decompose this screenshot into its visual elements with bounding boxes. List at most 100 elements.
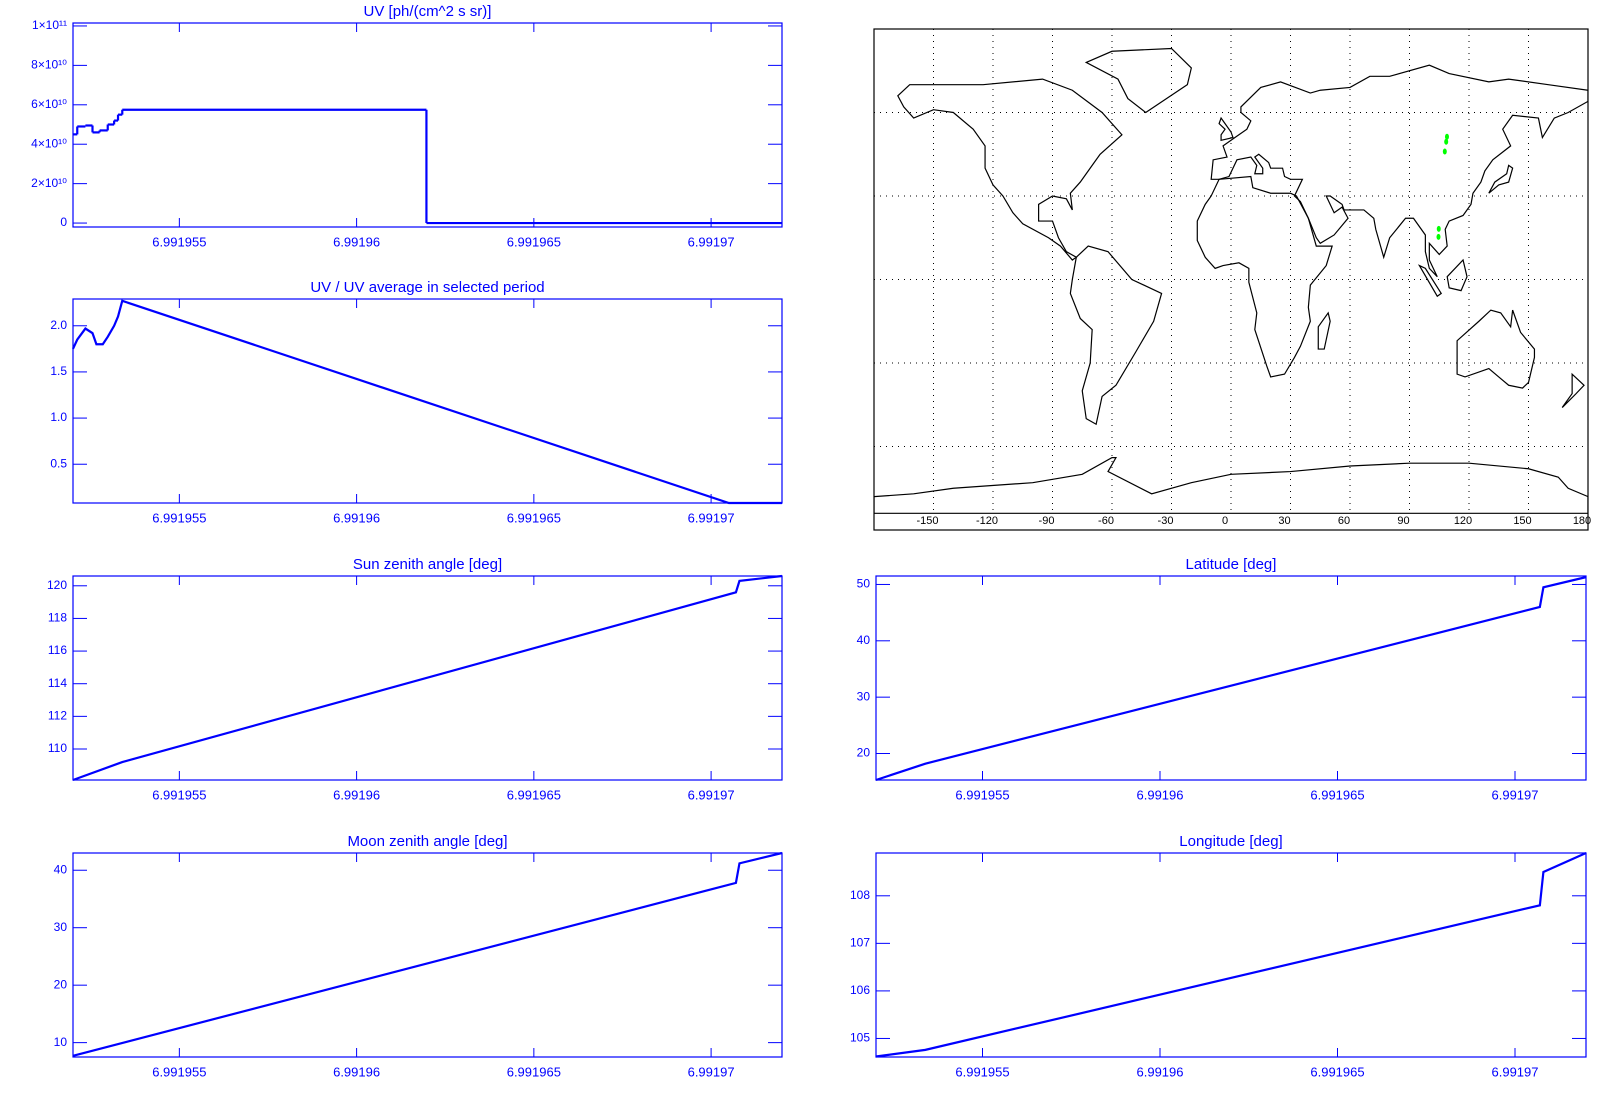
x-tick-label: 120: [1454, 515, 1472, 527]
x-tick-label: 6.99197: [1492, 1064, 1539, 1079]
y-tick-label: 40: [857, 633, 871, 647]
y-tick-label: 50: [857, 577, 871, 591]
x-tick-label: 6.99196: [333, 510, 380, 525]
chart-title: UV [ph/(cm^2 s sr)]: [364, 3, 492, 20]
plot-frame: [72, 575, 783, 781]
data-line: [875, 576, 1587, 782]
y-tick-label: 1×10¹¹: [32, 18, 67, 32]
x-tick-label: 6.99197: [688, 1064, 735, 1079]
north-america: [898, 79, 1122, 260]
x-tick-label: 150: [1513, 515, 1531, 527]
y-tick-label: 4×10¹⁰: [31, 136, 67, 150]
plot-frame: [72, 22, 783, 228]
y-tick-label: 1.5: [50, 364, 67, 378]
x-tick-label: 6.991955: [955, 787, 1009, 802]
y-tick-label: 116: [48, 643, 67, 657]
y-tick-label: 6×10¹⁰: [31, 97, 67, 111]
x-tick-label: 6.991955: [152, 234, 206, 249]
track-point: [1444, 138, 1449, 145]
x-tick-label: 6.99197: [688, 510, 735, 525]
africa: [1197, 177, 1332, 377]
y-tick-label: 20: [54, 977, 68, 991]
y-tick-label: 105: [850, 1031, 870, 1045]
x-tick-label: 6.99196: [333, 1064, 380, 1079]
x-tick-label: 6.991965: [507, 787, 561, 802]
x-tick-label: 6.991965: [507, 1064, 561, 1079]
y-tick-label: 10: [54, 1035, 68, 1049]
y-tick-label: 118: [48, 611, 67, 625]
x-tick-label: 6.991955: [152, 1064, 206, 1079]
x-tick-label: 6.99196: [333, 234, 380, 249]
x-tick-label: -120: [976, 515, 998, 527]
madagascar: [1318, 313, 1330, 349]
sumatra: [1419, 266, 1441, 297]
y-tick-label: 120: [47, 578, 67, 592]
x-tick-label: 6.991955: [955, 1064, 1009, 1079]
x-tick-label: 6.991955: [152, 787, 206, 802]
data-line: [72, 299, 782, 505]
borneo: [1447, 260, 1467, 291]
y-tick-label: 2×10¹⁰: [31, 176, 67, 190]
x-tick-label: 60: [1338, 515, 1350, 527]
track-point: [1436, 225, 1441, 232]
x-tick-label: -150: [916, 515, 938, 527]
chart-title: Moon zenith angle [deg]: [347, 833, 507, 850]
y-tick-label: 8×10¹⁰: [31, 58, 67, 72]
y-tick-label: 112: [48, 709, 67, 723]
y-tick-label: 2.0: [50, 318, 67, 332]
y-tick-label: 1.0: [50, 410, 67, 424]
greenland: [1086, 48, 1191, 112]
track-point: [1436, 233, 1441, 240]
y-tick-label: 0.5: [50, 456, 67, 470]
x-tick-label: 6.99196: [1137, 787, 1184, 802]
japan: [1489, 165, 1513, 193]
data-line: [72, 574, 783, 782]
eurasia: [1211, 65, 1588, 277]
x-tick-label: 0: [1222, 515, 1228, 527]
y-tick-label: 110: [48, 741, 67, 755]
y-tick-label: 20: [857, 746, 871, 760]
chart-title: UV / UV average in selected period: [310, 279, 544, 296]
x-tick-label: 30: [1278, 515, 1290, 527]
x-tick-label: -60: [1098, 515, 1114, 527]
x-tick-label: 90: [1397, 515, 1409, 527]
x-tick-label: 180: [1573, 515, 1591, 527]
x-tick-label: 6.99197: [688, 234, 735, 249]
x-tick-label: 6.99197: [1492, 787, 1539, 802]
y-tick-label: 30: [54, 920, 68, 934]
chart-title: Latitude [deg]: [1186, 556, 1277, 573]
x-tick-label: 6.99196: [333, 787, 380, 802]
plot-frame: [72, 852, 783, 1058]
x-tick-label: 6.991965: [507, 234, 561, 249]
plot-frame: [875, 852, 1587, 1058]
track-point: [1442, 148, 1447, 155]
y-tick-label: 0: [60, 215, 67, 229]
x-tick-label: 6.991965: [1310, 787, 1364, 802]
south-america: [1070, 246, 1161, 424]
britain: [1219, 118, 1233, 140]
chart-title: Longitude [deg]: [1179, 833, 1282, 850]
x-tick-label: -90: [1039, 515, 1055, 527]
x-tick-label: 6.99197: [688, 787, 735, 802]
new-zealand: [1562, 374, 1584, 407]
y-tick-label: 108: [850, 888, 870, 902]
x-tick-label: 6.991955: [152, 510, 206, 525]
australia: [1457, 310, 1534, 388]
chart-title: Sun zenith angle [deg]: [353, 556, 502, 573]
y-tick-label: 40: [54, 862, 68, 876]
y-tick-label: 114: [48, 676, 67, 690]
x-tick-label: 6.991965: [1310, 1064, 1364, 1079]
x-tick-label: 6.99196: [1137, 1064, 1184, 1079]
y-tick-label: 107: [850, 936, 870, 950]
y-tick-label: 30: [857, 689, 871, 703]
data-line: [875, 851, 1587, 1058]
y-tick-label: 106: [850, 983, 870, 997]
plot-frame: [875, 575, 1587, 781]
x-tick-label: 6.991965: [507, 510, 561, 525]
data-line: [72, 851, 783, 1057]
plot-frame: [72, 298, 783, 504]
track-point: [1444, 133, 1449, 140]
x-tick-label: -30: [1158, 515, 1174, 527]
